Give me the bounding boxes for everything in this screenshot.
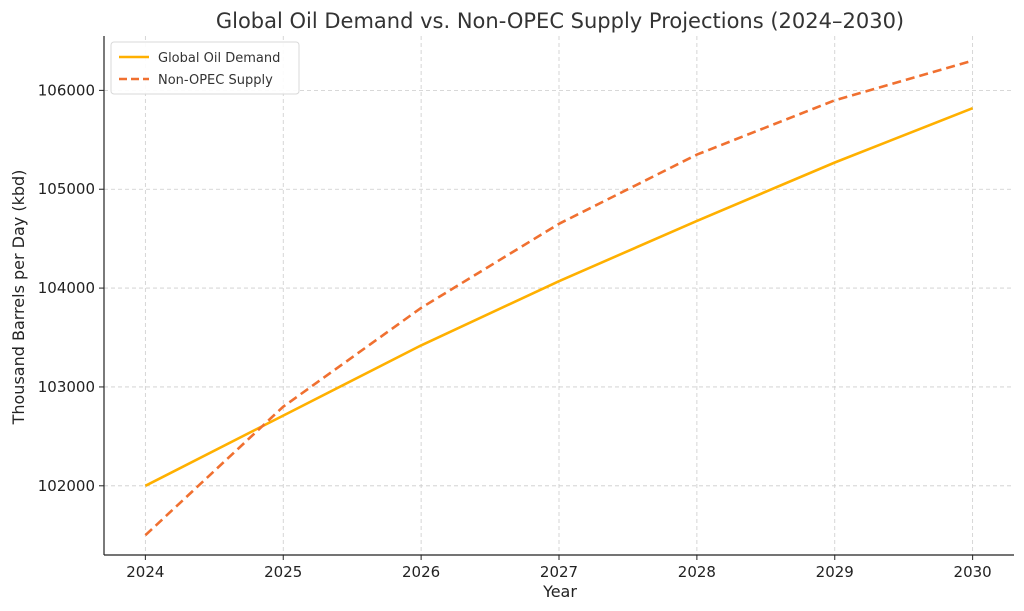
series-lines <box>144 59 974 537</box>
legend-box <box>110 41 300 95</box>
y-tick-label: 105000 <box>38 180 95 198</box>
legend-label: Non-OPEC Supply <box>158 73 273 88</box>
grid <box>104 36 1014 555</box>
chart-title: Global Oil Demand vs. Non-OPEC Supply Pr… <box>216 9 904 33</box>
legend: Global Oil Demand Non-OPEC Supply <box>110 41 300 95</box>
y-tick-label: 103000 <box>38 378 95 396</box>
x-axis-label: Year <box>542 582 577 601</box>
x-tick-label: 2027 <box>540 563 578 581</box>
x-tick-label: 2025 <box>264 563 302 581</box>
x-tick-label: 2030 <box>954 563 992 581</box>
y-tick-label: 102000 <box>38 477 95 495</box>
y-tick-label: 106000 <box>38 81 95 99</box>
y-axis-label: Thousand Barrels per Day (kbd) <box>9 170 28 426</box>
x-tick-label: 2029 <box>816 563 854 581</box>
x-tick-label: 2028 <box>678 563 716 581</box>
x-tick-label: 2026 <box>402 563 440 581</box>
y-tick-label: 104000 <box>38 279 95 297</box>
legend-label: Global Oil Demand <box>158 51 280 66</box>
x-tick-label: 2024 <box>126 563 164 581</box>
axes: 2024 2025 2026 2027 2028 2029 2030 102000 103000… <box>38 36 1014 581</box>
series-line-global-oil-demand <box>144 106 974 487</box>
series-line-non-opec-supply <box>144 59 973 537</box>
